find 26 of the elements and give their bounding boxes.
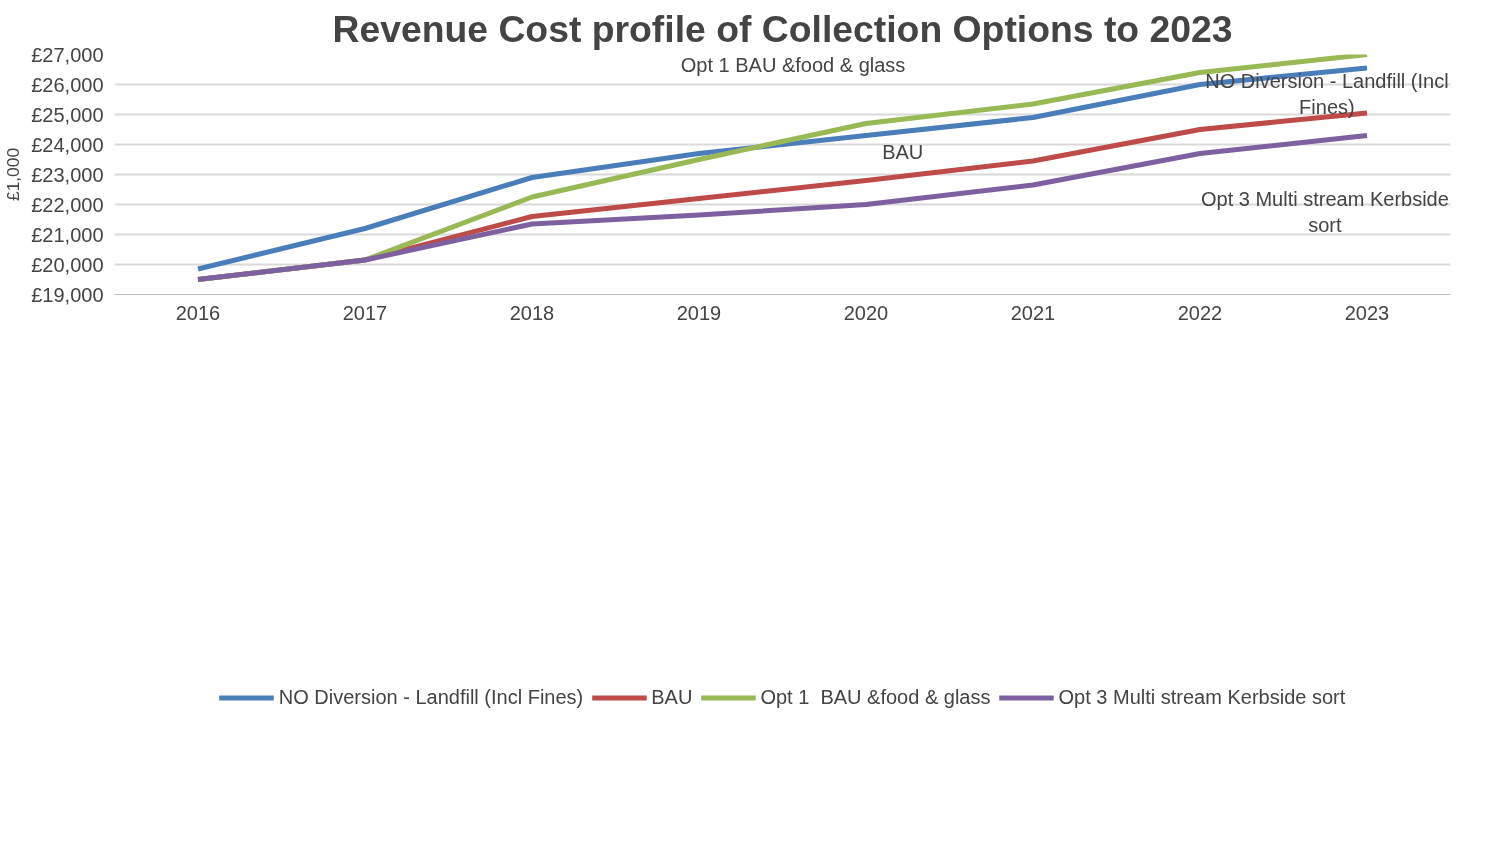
legend-label: NO Diversion - Landfill (Incl Fines) (278, 685, 584, 709)
x-tick-label: 2021 (1010, 301, 1056, 324)
y-tick-label: £19,000 (31, 283, 104, 306)
y-tick-label: £23,000 (31, 163, 104, 186)
legend-label: Opt 1 BAU &food & glass (760, 685, 991, 709)
annotation: Opt 1 BAU &food & glass (680, 54, 906, 77)
x-tick-label: 2022 (1177, 301, 1223, 324)
y-tick-label: £26,000 (31, 73, 104, 96)
y-tick-label: £20,000 (31, 253, 104, 276)
x-tick-label: 2017 (342, 301, 388, 324)
legend-label: BAU (651, 685, 693, 709)
x-tick-label: 2019 (676, 301, 722, 324)
legend-label: Opt 3 Multi stream Kerbside sort (1058, 685, 1346, 709)
y-tick-label: £25,000 (31, 103, 104, 126)
x-tick-label: 2023 (1344, 301, 1390, 324)
y-tick-label: £27,000 (31, 43, 104, 66)
y-tick-label: £21,000 (31, 223, 104, 246)
chart-title: Revenue Cost profile of Collection Options to 2023 (332, 7, 1233, 50)
x-tick-label: 2018 (509, 301, 555, 324)
annotation: BAU (882, 140, 924, 163)
y-tick-label: £24,000 (31, 133, 104, 156)
annotation: Opt 3 Multi stream Kerbside sort (1200, 187, 1449, 236)
y-axis-title: £1,000 (3, 148, 24, 201)
x-tick-label: 2020 (843, 301, 889, 324)
x-tick-label: 2016 (175, 301, 221, 324)
y-tick-label: £22,000 (31, 193, 104, 216)
